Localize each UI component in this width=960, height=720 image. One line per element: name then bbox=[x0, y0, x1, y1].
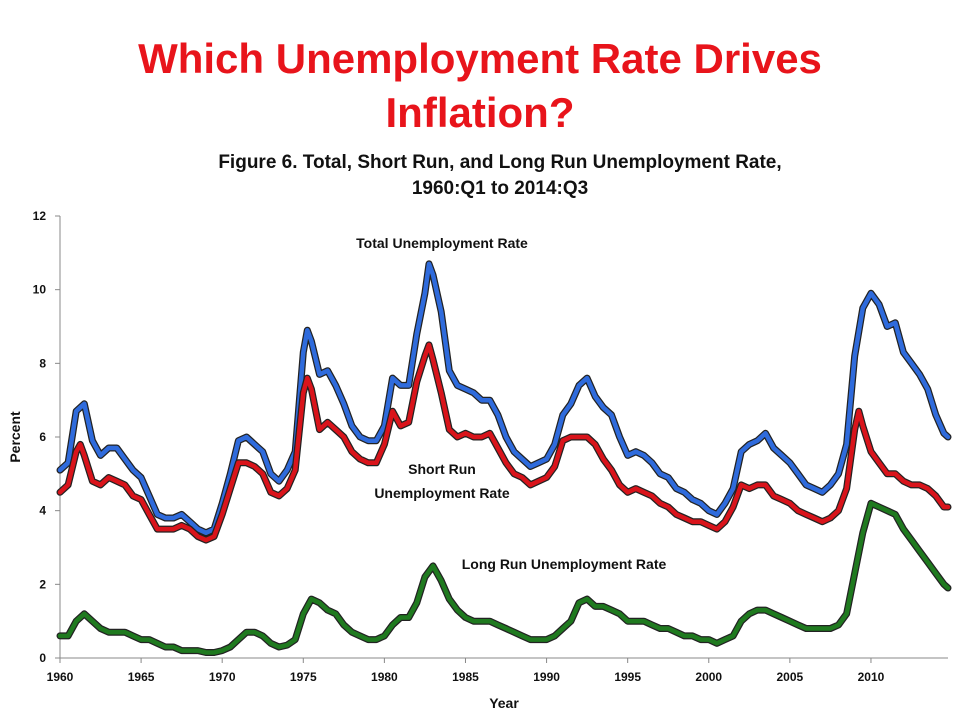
y-axis-title: Percent bbox=[7, 411, 23, 463]
x-tick-label: 2010 bbox=[858, 670, 885, 684]
figure-title: Figure 6. Total, Short Run, and Long Run… bbox=[150, 150, 850, 202]
x-tick-group: 1960 1965 1970 1975 1980 1985 1990 1995 2000 2005… bbox=[47, 658, 885, 684]
x-tick-label: 2000 bbox=[695, 670, 722, 684]
y-tick-label: 12 bbox=[33, 209, 47, 223]
y-tick-label: 10 bbox=[33, 283, 47, 297]
y-tick-group: 0 2 4 6 8 10 12 bbox=[33, 209, 60, 665]
annotation-short-line1: Short Run bbox=[408, 461, 476, 477]
y-tick-label: 8 bbox=[39, 356, 46, 370]
annotation-total: Total Unemployment Rate bbox=[356, 235, 528, 251]
x-tick-label: 1975 bbox=[290, 670, 317, 684]
x-tick-label: 1960 bbox=[47, 670, 74, 684]
x-tick-label: 2005 bbox=[777, 670, 804, 684]
x-tick-label: 1965 bbox=[128, 670, 155, 684]
y-tick-label: 4 bbox=[39, 504, 46, 518]
y-tick-label: 2 bbox=[39, 577, 46, 591]
x-tick-label: 1985 bbox=[452, 670, 479, 684]
x-tick-label: 1970 bbox=[209, 670, 236, 684]
x-tick-label: 1980 bbox=[371, 670, 398, 684]
figure-title-line2: 1960:Q1 to 2014:Q3 bbox=[411, 178, 589, 199]
annotation-long: Long Run Unemployment Rate bbox=[462, 556, 667, 572]
figure-title-line1: Figure 6. Total, Short Run, and Long Run… bbox=[218, 152, 782, 173]
annotation-short-line2: Unemployment Rate bbox=[374, 485, 510, 501]
series-layer bbox=[56, 260, 952, 656]
series-line-short bbox=[57, 342, 951, 543]
series-outline-short bbox=[56, 341, 952, 544]
slide-title: Which Unemployment Rate Drives Inflation… bbox=[138, 35, 822, 136]
series-line-total bbox=[57, 261, 951, 536]
x-axis-title: Year bbox=[489, 695, 519, 711]
series-line-long bbox=[57, 501, 951, 655]
x-tick-label: 1995 bbox=[614, 670, 641, 684]
x-tick-label: 1990 bbox=[533, 670, 560, 684]
y-tick-label: 6 bbox=[39, 430, 46, 444]
y-tick-label: 0 bbox=[39, 651, 46, 665]
